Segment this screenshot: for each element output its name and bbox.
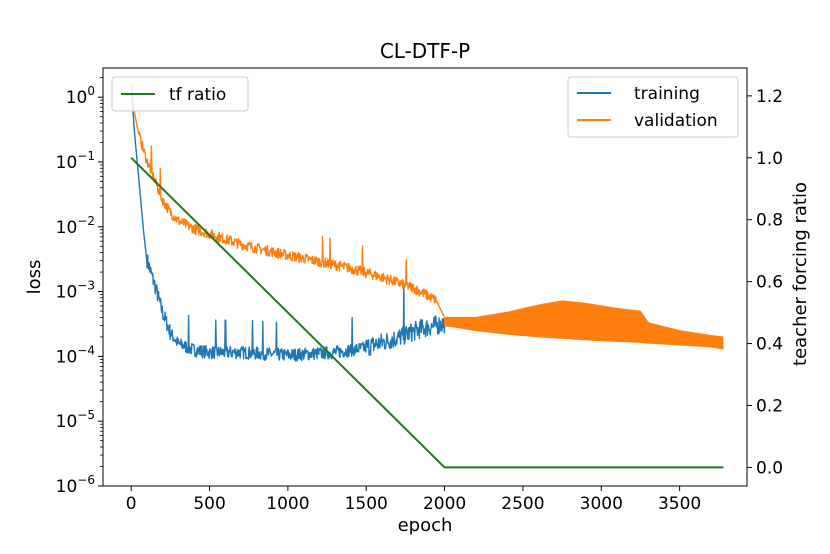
y-tick-label: 100 (66, 84, 95, 108)
legend-left: tf ratio (111, 76, 249, 112)
y-axis-left: 100 10−1 10−2 10−3 10−4 10−5 10−6 (56, 77, 103, 497)
x-tick-label: 1500 (345, 494, 388, 514)
chart-title: CL-DTF-P (380, 39, 470, 63)
legend-label-tf-ratio: tf ratio (169, 85, 226, 105)
y-tick-label: 10−6 (56, 473, 95, 497)
x-tick-label: 2000 (423, 494, 466, 514)
x-axis-label: epoch (398, 515, 453, 536)
series-tf-ratio (130, 157, 724, 469)
y-tick-label: 10−4 (56, 343, 95, 367)
line-tf-ratio (130, 157, 724, 469)
plot-area (103, 68, 747, 486)
band-validation (444, 300, 724, 350)
y2-tick-label: 0.2 (756, 396, 783, 416)
series-validation (130, 85, 724, 350)
y2-tick-label: 0.8 (756, 211, 783, 231)
legend-left-box (111, 76, 249, 112)
y-axis-label: loss (24, 260, 45, 295)
y2-tick-label: 0.4 (756, 335, 783, 355)
y-tick-label: 10−1 (56, 149, 95, 173)
series-layer (130, 85, 724, 469)
y-axis-right: 0.0 0.2 0.4 0.6 0.8 1.0 1.2 (747, 87, 783, 478)
y-tick-label: 10−5 (56, 408, 95, 432)
x-tick-label: 3000 (580, 494, 623, 514)
legend-label-validation: validation (634, 111, 718, 131)
y-tick-label: 10−2 (56, 214, 95, 238)
line-validation (130, 85, 445, 318)
y2-tick-label: 1.2 (756, 87, 783, 107)
plot-frame (102, 67, 748, 487)
x-tick-label: 1000 (266, 494, 309, 514)
x-tick-label: 0 (126, 494, 137, 514)
legend-label-training: training (634, 84, 700, 104)
y2-axis-label: teacher forcing ratio (790, 182, 811, 366)
x-tick-label: 2500 (501, 494, 544, 514)
y2-tick-label: 0.6 (756, 273, 783, 293)
x-axis: 0 500 1000 1500 2000 2500 3000 3500 (126, 486, 701, 514)
y2-tick-label: 0.0 (756, 458, 783, 478)
legend-right: training validation (567, 76, 739, 138)
y-tick-label: 10−3 (56, 279, 95, 303)
x-tick-label: 3500 (658, 494, 701, 514)
y2-tick-label: 1.0 (756, 149, 783, 169)
x-tick-label: 500 (193, 494, 225, 514)
